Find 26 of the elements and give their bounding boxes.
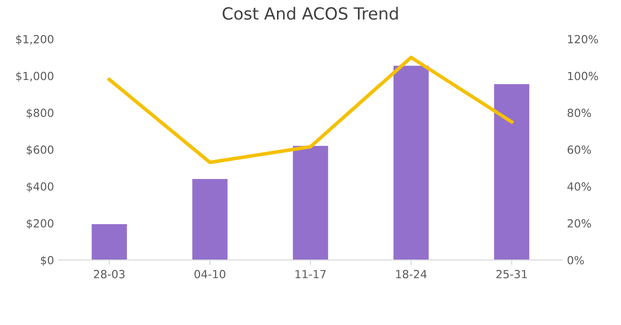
y2-tick-label: 100% bbox=[568, 72, 598, 80]
y2-tick-label: 40% bbox=[567, 182, 591, 191]
y-tick-label: $1,200 bbox=[16, 34, 54, 45]
x-tick-label: 18-24 bbox=[396, 270, 427, 278]
y2-tick-label: 0% bbox=[568, 256, 584, 264]
bar bbox=[292, 146, 328, 260]
chart-title: Cost And ACOS Trend bbox=[222, 6, 398, 20]
bar bbox=[92, 224, 127, 260]
y2-tick-label: 80% bbox=[568, 108, 591, 118]
y-tick-label: $1,000 bbox=[16, 72, 54, 82]
x-tick-label: 11-17 bbox=[296, 270, 326, 278]
y-tick-label: $400 bbox=[26, 182, 54, 192]
x-tick-label: 25-31 bbox=[496, 270, 527, 278]
line-series bbox=[108, 56, 514, 164]
x-tick-label: 04-10 bbox=[194, 270, 226, 278]
y-tick-label: $0 bbox=[40, 256, 54, 266]
bar bbox=[192, 178, 228, 260]
y2-tick-label: 20% bbox=[568, 219, 591, 228]
y2-tick-label: 60% bbox=[568, 145, 591, 154]
y-tick-label: $200 bbox=[26, 218, 54, 230]
x-tick-label: 28-03 bbox=[94, 270, 125, 278]
bar bbox=[393, 66, 429, 260]
bar bbox=[494, 84, 530, 260]
y2-tick-label: 120% bbox=[568, 34, 598, 44]
y-tick-label: $600 bbox=[26, 145, 54, 156]
y-tick-label: $800 bbox=[26, 108, 54, 119]
